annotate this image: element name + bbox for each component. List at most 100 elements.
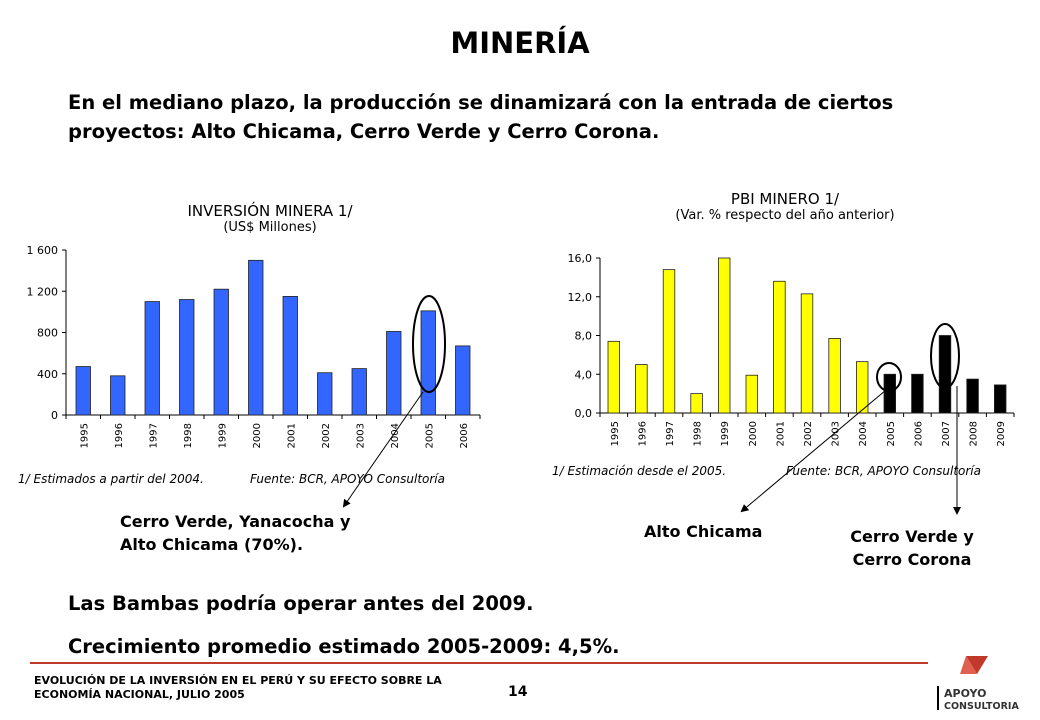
callout-left-line2: Alto Chicama (70%). [120,535,304,554]
pbi-bar-2009 [994,384,1007,414]
logo-text-2: CONSULTORIA [944,701,1019,712]
inversion-bar-2002 [317,372,333,416]
inversion-y-tick-label: 1 200 [27,285,59,298]
inversion-x-tick-label-2003: 2003 [355,423,366,448]
inversion-x-tick-label-1995: 1995 [79,423,90,448]
inversion-y-tick-label: 400 [37,368,58,381]
pbi-x-tick-label-1997: 1997 [665,421,676,446]
inversion-x-tick-label-1999: 1999 [217,423,228,448]
chart-right-title: PBI MINERO 1/ [730,190,840,208]
apoyo-logo: APOYO CONSULTORIA [936,652,1028,712]
chart-left-source: Fuente: BCR, APOYO Consultoría [250,472,445,486]
chart-right-source: Fuente: BCR, APOYO Consultoría [786,464,981,478]
pbi-x-tick-label-2003: 2003 [831,421,842,446]
chart-left-title-block: INVERSIÓN MINERA 1/ (US$ Millones) [120,202,420,235]
inversion-y-tick-label: 1 600 [27,244,59,257]
pbi-bar-2000 [745,374,758,414]
chart-inversion-minera: 0 400 800 1 200 1 600 1995 1996 1997 1998 1999 200… [27,244,481,448]
inversion-bar-1995 [75,366,91,416]
footer-text: EVOLUCIÓN DE LA INVERSIÓN EN EL PERÚ Y S… [34,674,442,702]
inversion-bar-1999 [213,288,229,416]
highlight-ellipse-2005-inversion [412,295,446,393]
callout-arrow-left [342,391,424,508]
pbi-bar-2004 [856,361,869,414]
pbi-bar-2001 [773,280,786,414]
pbi-bar-2005 [883,373,896,414]
intro-text: En el mediano plazo, la producción se di… [68,91,894,143]
inversion-bar-1997 [144,301,160,416]
pbi-bar-2002 [800,293,814,414]
pbi-x-tick-label-2008: 2008 [969,421,980,446]
inversion-x-tick-label-2000: 2000 [252,423,263,448]
chart-left-title: INVERSIÓN MINERA 1/ [187,202,353,220]
callout-right-line2: Cerro Corona [852,550,972,569]
callout-right: Cerro Verde y Cerro Corona [830,525,994,571]
pbi-y-tick-label: 8,0 [575,330,593,343]
inversion-x-tick-label-1997: 1997 [148,423,159,448]
inversion-bar-2005 [420,310,436,416]
page-title: MINERÍA [450,26,590,60]
inversion-bar-1996 [110,375,126,416]
pbi-x-tick-label-1996: 1996 [637,421,648,446]
pbi-x-tick-label-2000: 2000 [748,421,759,446]
pbi-bar-1995 [607,340,620,414]
pbi-y-tick-label: 16,0 [568,252,593,265]
pbi-x-tick-label-2004: 2004 [858,421,869,446]
inversion-x-tick-label-2005: 2005 [424,423,435,448]
pbi-bar-2008 [966,378,979,414]
pbi-x-tick-label-2001: 2001 [775,421,786,446]
pbi-x-tick-label-2009: 2009 [996,421,1007,446]
inversion-bar-2006 [455,345,471,416]
chart-right-note: 1/ Estimación desde el 2005. [552,464,727,478]
logo-text-1: APOYO [944,687,986,700]
inversion-bar-1998 [179,299,195,416]
highlight-ellipse-2005-pbi [876,362,902,392]
highlight-ellipse-2007-pbi [930,323,960,389]
pbi-bar-1997 [662,269,676,414]
pbi-y-tick-label: 12,0 [568,291,593,304]
callout-left: Cerro Verde, Yanacocha y Alto Chicama (7… [120,510,350,556]
chart-left-note: 1/ Estimados a partir del 2004. [18,472,204,486]
inversion-bar-2000 [248,259,264,416]
pbi-x-tick-label-2005: 2005 [886,421,897,446]
bullet-growth: Crecimiento promedio estimado 2005-2009:… [68,635,620,658]
pbi-x-tick-label-1999: 1999 [720,421,731,446]
footer-divider [30,662,928,664]
pbi-y-tick-label: 4,0 [575,368,593,381]
inversion-x-tick-label-2006: 2006 [459,423,470,448]
inversion-y-tick-label: 0 [51,409,58,422]
apoyo-logo-mark: APOYO CONSULTORIA [937,656,1019,712]
chart-right-subtitle: (Var. % respecto del año anterior) [675,208,895,223]
chart-pbi-minero: 0,0 4,0 8,0 12,0 16,0 1995 1996 1997 1998 1999 200… [568,252,1015,446]
callout-arrow-mid [740,389,887,513]
pbi-bar-1998 [690,393,703,414]
pbi-bar-1996 [635,364,648,414]
inversion-y-tick-label: 800 [37,327,58,340]
page-number: 14 [508,684,528,700]
inversion-bar-2001 [282,296,298,416]
pbi-x-tick-label-1995: 1995 [610,421,621,446]
pbi-bar-2003 [828,338,841,414]
pbi-y-tick-label: 0,0 [575,407,593,420]
callout-left-line1: Cerro Verde, Yanacocha y [120,512,351,531]
footer-line1: EVOLUCIÓN DE LA INVERSIÓN EN EL PERÚ Y S… [34,674,442,687]
callout-right-line1: Cerro Verde y [850,527,974,546]
pbi-bar-2006 [911,373,924,414]
pbi-x-tick-label-1998: 1998 [693,421,704,446]
inversion-bar-2003 [351,368,367,416]
pbi-x-tick-label-2007: 2007 [941,421,952,446]
callout-mid: Alto Chicama [644,522,763,541]
chart-left-subtitle: (US$ Millones) [223,220,317,235]
inversion-x-tick-label-2004: 2004 [390,423,401,448]
pbi-x-tick-label-2002: 2002 [803,421,814,446]
inversion-bar-2004 [386,331,402,416]
bullet-bambas: Las Bambas podría operar antes del 2009. [68,592,534,615]
inversion-x-tick-label-1996: 1996 [114,423,125,448]
inversion-x-tick-label-1998: 1998 [183,423,194,448]
pbi-x-tick-label-2006: 2006 [913,421,924,446]
inversion-x-tick-label-2001: 2001 [286,423,297,448]
pbi-bar-1999 [718,257,731,414]
chart-right-title-block: PBI MINERO 1/ (Var. % respecto del año a… [640,190,930,223]
inversion-x-tick-label-2002: 2002 [321,423,332,448]
